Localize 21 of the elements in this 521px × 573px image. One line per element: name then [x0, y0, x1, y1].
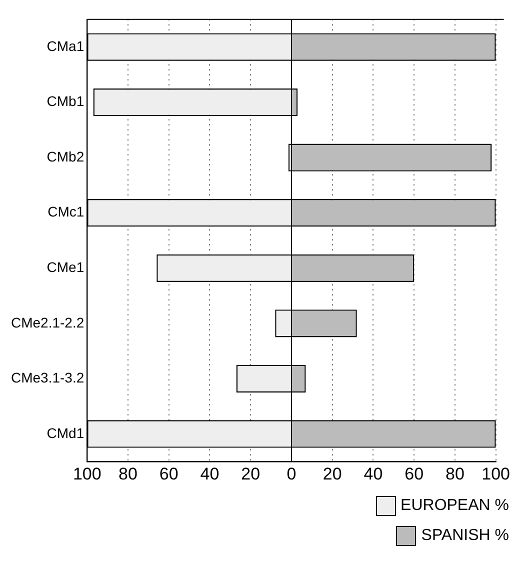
x-tick-label: 100 — [482, 464, 510, 484]
y-tick-label: CMe3.1-3.2 — [10, 370, 84, 386]
y-tick-label: CMb1 — [46, 93, 84, 110]
x-tick-label: 20 — [241, 464, 260, 484]
x-tick-label: 40 — [364, 464, 383, 484]
y-tick-label: CMa1 — [46, 38, 84, 54]
x-tick-label: 80 — [445, 464, 464, 484]
y-tick-label: CMb2 — [46, 148, 84, 164]
x-tick-label: 60 — [404, 464, 424, 484]
y-tick-label: CMc1 — [48, 204, 84, 220]
x-tick-label: 40 — [200, 464, 220, 484]
y-tick-label: CMe2.1-2.2 — [10, 314, 84, 330]
x-tick-label: 60 — [159, 464, 178, 484]
legend-label: EUROPEAN % — [400, 497, 509, 515]
x-tick-label: 0 — [286, 464, 296, 484]
x-tick-label: 20 — [322, 464, 342, 484]
x-tick-label: 100 — [72, 464, 102, 484]
legend-label: SPANISH % — [421, 527, 509, 545]
x-tick-label: 80 — [118, 464, 138, 484]
y-tick-label: CMd1 — [46, 424, 84, 441]
y-tick-label: CMe1 — [46, 258, 84, 275]
